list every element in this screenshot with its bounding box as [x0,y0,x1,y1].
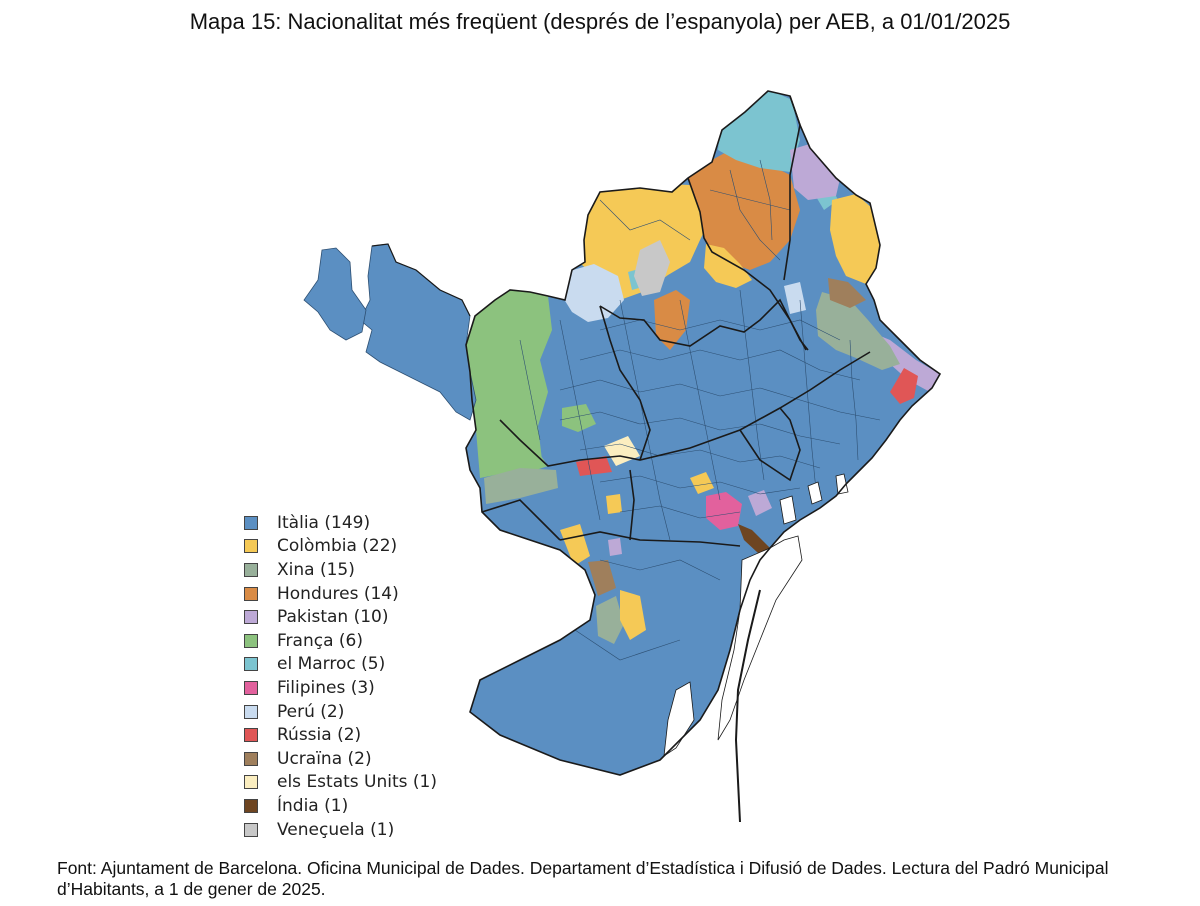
region-xina-west [484,468,558,504]
port-dock-1 [779,495,797,525]
port-dock-2 [807,481,823,505]
legend-swatch [244,586,258,601]
legend-item-xina: Xina (15) [244,558,484,582]
legend-swatch [244,515,258,530]
map-title: Mapa 15: Nacionalitat més freqüent (desp… [189,9,1011,34]
region-xina-east [816,292,900,370]
legend-swatch [244,704,258,719]
legend-label: Índia (1) [277,795,349,816]
region-russia-west [576,456,612,476]
legend-label: Veneçuela (1) [277,819,395,840]
region-colombia-sants [560,524,590,566]
legend-label: Xina (15) [277,559,355,580]
region-italia-west-island [303,247,367,341]
map-legend: Itàlia (149) Colòmbia (22) Xina (15) Hon… [244,511,484,841]
legend-item-estats-units: els Estats Units (1) [244,771,484,795]
legend-swatch [244,775,258,790]
region-colombia-sants2 [606,494,622,514]
region-pakistan-raval [608,538,622,556]
legend-swatch [244,798,258,813]
legend-item-venecuela: Veneçuela (1) [244,818,484,842]
legend-item-hondures: Hondures (14) [244,582,484,606]
legend-swatch [244,633,258,648]
legend-label: Itàlia (149) [277,512,371,533]
legend-item-ucraina: Ucraïna (2) [244,747,484,771]
region-colombia-ne [830,194,880,284]
legend-item-italia: Itàlia (149) [244,511,484,535]
legend-label: França (6) [277,630,363,651]
port-basin-2 [663,681,695,757]
legend-swatch [244,822,258,837]
region-colombia-southwest [620,590,646,640]
legend-label: Ucraïna (2) [277,748,372,769]
legend-label: Colòmbia (22) [277,536,398,557]
legend-swatch [244,751,258,766]
region-xina-south [596,596,624,644]
port-breakwater [734,589,761,823]
legend-label: Filipines (3) [277,677,375,698]
region-franca-small [562,404,596,432]
legend-swatch [244,610,258,625]
district-borders [481,95,871,547]
region-ucraina-sw [588,560,616,596]
region-peru-west [562,264,624,322]
region-colombia-eixample [690,472,714,494]
region-filipines [706,492,742,530]
region-colombia-nw [570,160,720,300]
region-italia-collserola [359,243,477,421]
region-russia-east [890,368,918,404]
choropleth-map [303,90,941,823]
legend-swatch [244,539,258,554]
region-ucraina-ne [828,278,866,308]
legend-item-marroc: el Marroc (5) [244,653,484,677]
legend-label: Rússia (2) [277,725,362,746]
region-franca-sw [476,420,548,478]
legend-label: els Estats Units (1) [277,772,437,793]
legend-label: el Marroc (5) [277,654,386,675]
legend-item-colombia: Colòmbia (22) [244,535,484,559]
legend-item-filipines: Filipines (3) [244,676,484,700]
collserola-outline [371,243,471,317]
region-venecuela [634,240,670,296]
legend-label: Pakistan (10) [277,607,389,628]
legend-swatch [244,562,258,577]
legend-item-peru: Perú (2) [244,700,484,724]
legend-item-franca: França (6) [244,629,484,653]
port-dock-3 [835,473,849,495]
legend-label: Perú (2) [277,701,345,722]
legend-swatch [244,728,258,743]
legend-item-pakistan: Pakistan (10) [244,605,484,629]
region-franca-west [466,284,552,466]
source-note: Font: Ajuntament de Barcelona. Oficina M… [57,858,1109,899]
legend-label: Hondures (14) [277,583,399,604]
region-pakistan-old [748,490,772,516]
aeb-borders [519,159,881,661]
legend-item-india: Índia (1) [244,794,484,818]
legend-swatch [244,680,258,695]
legend-swatch [244,657,258,672]
district-polygons [466,91,940,775]
legend-item-russia: Rússia (2) [244,723,484,747]
